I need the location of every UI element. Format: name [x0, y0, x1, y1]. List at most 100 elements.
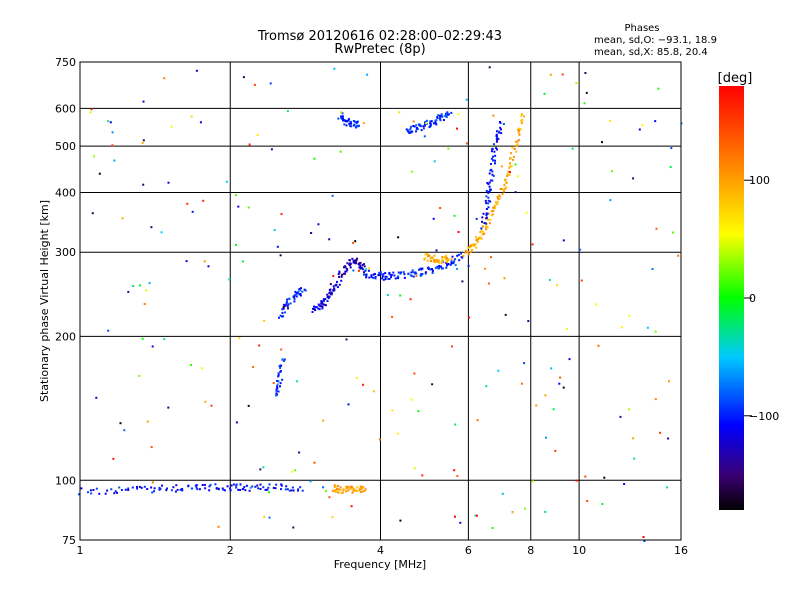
data-point [413, 125, 416, 128]
noise-point [331, 194, 334, 197]
data-point [275, 392, 278, 395]
data-point [349, 120, 352, 123]
data-point [372, 273, 375, 276]
data-point [347, 489, 350, 492]
data-point [438, 114, 441, 117]
data-point [275, 389, 278, 392]
noise-point [609, 199, 612, 202]
noise-point [544, 510, 547, 513]
noise-point [580, 279, 583, 282]
data-point [438, 117, 441, 120]
data-point [446, 257, 449, 260]
data-point [209, 483, 212, 486]
noise-point [163, 338, 166, 341]
data-point [515, 150, 518, 153]
data-point [486, 182, 489, 184]
data-point [475, 236, 477, 239]
data-point [208, 489, 211, 492]
x-tick-labels: 1 2 4 6 8 10 16 [77, 544, 689, 557]
data-point [257, 487, 260, 490]
noise-point [514, 191, 517, 194]
noise-point [545, 436, 547, 439]
data-point [314, 309, 317, 312]
data-point [363, 273, 365, 276]
data-point [348, 259, 351, 262]
colorbar [719, 86, 744, 510]
data-point [412, 271, 415, 274]
data-point [517, 131, 520, 134]
data-point [203, 483, 206, 486]
data-point [334, 284, 337, 287]
noise-point [372, 390, 375, 393]
data-point [399, 272, 402, 275]
noise-point [340, 111, 343, 114]
noise-point [584, 475, 587, 478]
noise-point [632, 437, 635, 440]
data-point [326, 293, 329, 296]
data-point [453, 258, 456, 261]
data-point [511, 158, 514, 161]
data-point [424, 257, 427, 260]
data-point [491, 173, 494, 176]
data-point [340, 491, 343, 494]
noise-point [413, 467, 416, 470]
data-point [106, 489, 109, 492]
data-point [430, 120, 433, 123]
data-point [235, 486, 238, 489]
data-point [276, 385, 279, 388]
noise-point [309, 480, 312, 483]
data-point [485, 212, 488, 215]
noise-point [202, 199, 205, 202]
noise-point [143, 303, 146, 305]
noise-point [263, 515, 266, 518]
noise-point [433, 160, 436, 163]
data-point [181, 489, 184, 492]
data-point [153, 490, 155, 493]
data-point [379, 272, 382, 275]
data-point [520, 122, 523, 125]
data-point [281, 315, 284, 318]
data-point [347, 119, 350, 122]
noise-point [399, 519, 402, 522]
data-point [229, 489, 232, 492]
data-point [471, 249, 474, 251]
data-point [165, 489, 168, 492]
data-point [408, 132, 411, 134]
data-point [337, 488, 340, 491]
noise-point [272, 382, 275, 384]
data-point [358, 489, 361, 492]
data-point [491, 147, 494, 150]
data-point [283, 360, 285, 362]
data-point [355, 258, 358, 261]
noise-point [500, 165, 503, 168]
noise-point [467, 264, 470, 267]
data-point [484, 222, 487, 225]
data-point [208, 485, 211, 488]
data-point [384, 278, 387, 281]
data-point [416, 128, 419, 131]
noise-point [459, 521, 462, 524]
data-point [487, 183, 490, 186]
noise-point [280, 213, 283, 215]
data-point [514, 140, 517, 143]
data-point [317, 307, 320, 310]
noise-point [203, 260, 206, 263]
data-point [235, 483, 238, 486]
noise-point [378, 438, 381, 441]
noise-point [145, 289, 148, 292]
data-point [465, 249, 467, 252]
noise-point [559, 376, 562, 379]
data-point [340, 275, 343, 278]
data-point [490, 168, 493, 171]
data-point [444, 255, 447, 258]
data-point [284, 488, 287, 491]
noise-point [368, 267, 371, 270]
data-point [484, 199, 487, 202]
data-point [396, 277, 399, 279]
noise-point [517, 175, 519, 178]
data-point [491, 170, 494, 173]
data-point [277, 380, 280, 383]
noise-point [413, 372, 416, 375]
data-point [498, 197, 501, 200]
noise-point [132, 285, 135, 287]
